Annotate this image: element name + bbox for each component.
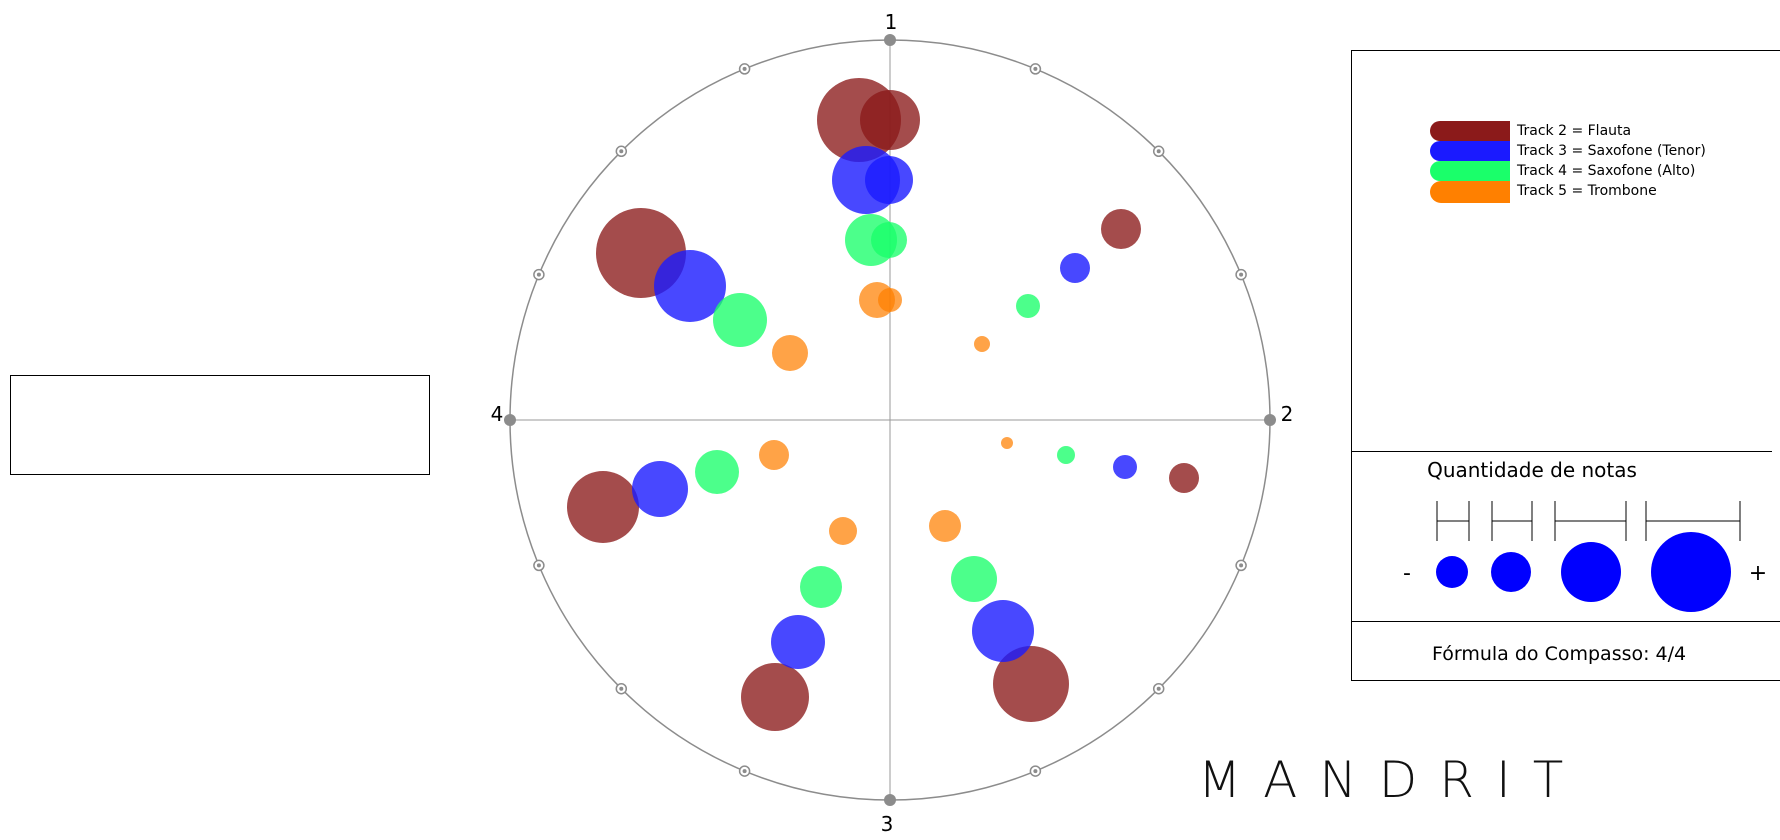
- note-bubble-trombone: [1001, 437, 1013, 449]
- beat-marker: [504, 414, 516, 426]
- note-bubble-flauta: [993, 646, 1069, 722]
- bracket-1: [1436, 501, 1470, 541]
- panel-divider: [1352, 621, 1780, 622]
- legend-swatch: [1430, 161, 1510, 181]
- bracket-4: [1645, 501, 1741, 541]
- note-bubble-trombone: [878, 288, 902, 312]
- legend-label: Track 3 = Saxofone (Tenor): [1517, 143, 1706, 159]
- note-bubble-flauta: [1101, 209, 1141, 249]
- note-bubble-trombone: [829, 517, 857, 545]
- side-panel: Track 2 = Flauta Track 3 = Saxofone (Ten…: [1351, 50, 1780, 681]
- subdivision-marker-dot: [619, 686, 624, 691]
- note-bubble-flauta: [741, 663, 809, 731]
- bracket-3: [1554, 501, 1627, 541]
- note-bubble-flauta: [567, 471, 639, 543]
- legend-swatch: [1430, 121, 1510, 141]
- quantity-brackets: [1436, 501, 1741, 541]
- quantity-circle-2: [1491, 552, 1531, 592]
- note-bubble-tenor: [972, 600, 1034, 662]
- note-bubble-tenor: [771, 615, 825, 669]
- quantity-scale: - +: [1403, 501, 1767, 612]
- beat-marker: [1264, 414, 1276, 426]
- quantity-circle-3: [1561, 542, 1621, 602]
- note-bubble-alto: [713, 293, 767, 347]
- beat-label-3: 3: [881, 812, 894, 836]
- subdivision-marker-dot: [1033, 66, 1038, 71]
- quantity-plus: +: [1749, 561, 1767, 586]
- note-bubble-flauta: [860, 90, 920, 150]
- time-signature-label: Fórmula do Compasso: 4/4: [1432, 643, 1687, 665]
- note-bubble-alto: [800, 566, 842, 608]
- subdivision-marker-dot: [1033, 769, 1038, 774]
- beat-label-1: 1: [885, 10, 898, 34]
- note-bubble-tenor: [654, 250, 726, 322]
- subdivision-marker-dot: [619, 149, 624, 154]
- note-bubble-tenor: [1113, 455, 1137, 479]
- note-bubble-tenor: [865, 156, 913, 204]
- panel-divider: [1352, 451, 1772, 452]
- note-bubble-tenor: [632, 461, 688, 517]
- quantity-title: Quantidade de notas: [1427, 458, 1637, 482]
- note-bubble-trombone: [772, 335, 808, 371]
- subdivision-marker-dot: [536, 563, 541, 568]
- quantity-minus: -: [1403, 561, 1411, 586]
- note-bubble-tenor: [1060, 253, 1090, 283]
- info-box: [10, 375, 430, 475]
- note-bubble-trombone: [974, 336, 990, 352]
- legend-swatch: [1430, 181, 1510, 203]
- note-bubble-alto: [1057, 446, 1075, 464]
- bracket-2: [1491, 501, 1533, 541]
- subdivision-marker-dot: [1156, 686, 1161, 691]
- note-bubble-trombone: [929, 510, 961, 542]
- note-bubble-trombone: [759, 440, 789, 470]
- beat-marker: [884, 794, 896, 806]
- note-bubbles: [567, 78, 1199, 731]
- brand-logo: MANDRIT: [1198, 751, 1586, 809]
- legend-label: Track 2 = Flauta: [1517, 123, 1632, 139]
- legend-label: Track 4 = Saxofone (Alto): [1517, 163, 1696, 179]
- beat-label-2: 2: [1281, 402, 1294, 426]
- note-bubble-flauta: [1169, 463, 1199, 493]
- legend-swatch: [1430, 141, 1510, 161]
- subdivision-marker-dot: [536, 272, 541, 277]
- subdivision-marker-dot: [1156, 149, 1161, 154]
- clock-ticks: [504, 34, 1276, 806]
- note-bubble-alto: [871, 222, 907, 258]
- note-bubble-alto: [695, 450, 739, 494]
- note-bubble-alto: [951, 556, 997, 602]
- beat-label-4: 4: [491, 402, 504, 426]
- beat-marker: [884, 34, 896, 46]
- subdivision-marker-dot: [1239, 272, 1244, 277]
- subdivision-marker-dot: [742, 769, 747, 774]
- subdivision-marker-dot: [742, 66, 747, 71]
- quantity-circle-4: [1651, 532, 1731, 612]
- subdivision-marker-dot: [1239, 563, 1244, 568]
- quantity-circle-1: [1436, 556, 1468, 588]
- note-bubble-alto: [1016, 294, 1040, 318]
- legend-label: Track 5 = Trombone: [1517, 183, 1657, 199]
